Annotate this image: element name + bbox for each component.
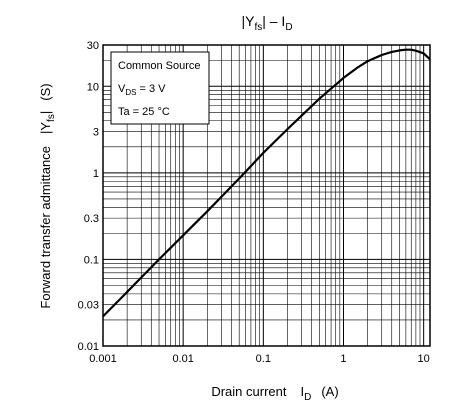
legend-frame — [110, 51, 210, 125]
y-axis-label: Forward transfer admittance|Yfs|(S) — [38, 83, 57, 308]
legend-line-vds: VDS = 3 V — [118, 83, 166, 97]
series-line-yfs — [102, 48, 431, 318]
y-tick-label: 10 — [87, 81, 99, 93]
x-tick-label: 0.01 — [172, 353, 193, 365]
y-tick-label: 3 — [93, 127, 99, 139]
y-tick-label: 1 — [93, 168, 99, 180]
y-tick-label: 0.01 — [78, 341, 99, 353]
legend-line-source: Common Source — [118, 60, 201, 72]
plot-frame — [102, 44, 431, 347]
chart-title: |Yfs| – ID — [241, 13, 292, 33]
legend-line-ta: Ta = 25 °C — [118, 106, 170, 118]
x-tick-labels: 0.001 0.01 0.1 1 10 — [89, 353, 430, 365]
x-tick-label: 0.001 — [89, 353, 117, 365]
x-tick-label: 1 — [340, 353, 346, 365]
x-tick-label: 10 — [418, 353, 430, 365]
x-tick-label: 0.1 — [256, 353, 271, 365]
y-tick-label: 0.03 — [78, 300, 99, 312]
y-tick-label: 30 — [87, 40, 99, 52]
y-tick-labels: 0.01 0.03 0.1 0.3 1 3 10 30 — [78, 40, 99, 353]
y-tick-label: 0.1 — [84, 254, 99, 266]
y-tick-label: 0.3 — [84, 213, 99, 225]
legend-box: Common Source VDS = 3 V Ta = 25 °C — [110, 51, 210, 125]
x-axis-label: Drain current ID (A) — [211, 384, 338, 403]
